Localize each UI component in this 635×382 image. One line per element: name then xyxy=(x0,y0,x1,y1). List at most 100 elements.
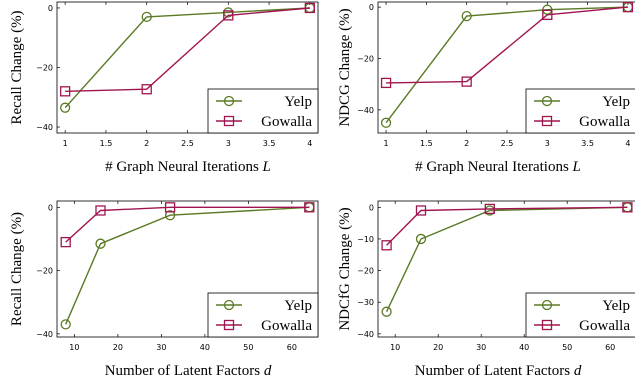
x-tick-label: 60 xyxy=(287,343,297,352)
x-tick-label: 1.5 xyxy=(420,139,433,148)
x-tick-label: 40 xyxy=(200,343,210,352)
x-tick-label: 3 xyxy=(545,139,550,148)
x-tick-label: 4 xyxy=(307,139,312,148)
y-tick-label: −40 xyxy=(357,106,374,115)
legend-marker-gowalla xyxy=(541,115,553,127)
x-axis-label: Number of Latent Factors d xyxy=(105,363,272,379)
x-tick-label: 1 xyxy=(384,139,389,148)
data-point-yelp xyxy=(381,306,392,317)
chart-c3: 10 20 30 40 50 60 0 −20 −40 Number of Latent Fact… xyxy=(9,200,319,379)
data-point-gowalla xyxy=(223,10,234,21)
series-line-gowalla xyxy=(386,6,628,84)
series-line-yelp xyxy=(65,206,310,325)
x-tick-label: 50 xyxy=(243,343,253,352)
plot-frame xyxy=(377,200,635,338)
series-line-gowalla xyxy=(65,206,310,243)
x-tick-label: 3 xyxy=(226,139,231,148)
x-tick-label: 40 xyxy=(519,343,529,352)
legend-label-yelp: Yelp xyxy=(284,298,312,314)
data-point-yelp xyxy=(164,210,176,221)
y-tick-label: −40 xyxy=(36,123,53,132)
y-tick-label: 0 xyxy=(369,3,374,12)
legend: Yelp Gowalla xyxy=(525,88,635,134)
data-point-gowalla xyxy=(622,1,634,13)
y-tick-label: −20 xyxy=(36,64,53,73)
series-line-gowalla xyxy=(65,7,310,92)
data-point-gowalla xyxy=(141,84,152,95)
data-point-gowalla xyxy=(484,203,495,215)
y-tick-label: −20 xyxy=(357,267,374,276)
y-tick-label: 0 xyxy=(369,203,374,212)
legend-marker-yelp xyxy=(223,95,235,107)
data-point-gowalla xyxy=(622,202,633,213)
x-tick-label: 2 xyxy=(144,139,149,148)
x-axis-label: Number of Latent Factors d xyxy=(415,363,582,379)
series-gowalla xyxy=(60,2,315,97)
data-point-gowalla xyxy=(60,86,71,97)
legend-marker-yelp xyxy=(223,299,235,311)
x-axis-label: # Graph Neural Iterations L xyxy=(415,159,581,175)
x-tick-label: 3.5 xyxy=(581,139,594,148)
data-point-gowalla xyxy=(461,76,472,87)
y-tick-label: −40 xyxy=(36,330,53,339)
legend: Yelp Gowalla xyxy=(207,292,319,338)
x-tick-label: 30 xyxy=(476,343,486,352)
series-gowalla xyxy=(381,202,633,251)
legend-label-gowalla: Gowalla xyxy=(261,114,312,130)
x-tick-label: 20 xyxy=(113,343,123,352)
y-tick-label: 0 xyxy=(48,203,53,212)
legend-marker-yelp xyxy=(541,299,553,311)
x-tick-label: 60 xyxy=(605,343,615,352)
y-tick-label: −10 xyxy=(357,235,374,244)
y-tick-label: −20 xyxy=(357,55,374,64)
series-line-yelp xyxy=(64,7,310,109)
legend-marker-yelp xyxy=(541,95,553,107)
y-tick-label: −20 xyxy=(36,267,53,276)
plot-frame xyxy=(56,200,319,338)
data-point-yelp xyxy=(141,11,152,23)
x-tick-label: 2 xyxy=(464,139,469,148)
x-tick-label: 1 xyxy=(63,139,68,148)
legend-label-gowalla: Gowalla xyxy=(261,318,312,334)
legend-marker-gowalla xyxy=(223,115,235,127)
legend: Yelp Gowalla xyxy=(525,292,635,338)
series-line-yelp xyxy=(385,206,628,312)
series-line-yelp xyxy=(385,6,628,124)
data-point-yelp xyxy=(461,10,472,22)
y-axis-label: NDCG Change (%) xyxy=(337,8,353,126)
series-line-gowalla xyxy=(386,206,628,246)
legend-marker-gowalla xyxy=(223,319,235,331)
x-tick-label: 2.5 xyxy=(181,139,194,148)
legend-label-gowalla: Gowalla xyxy=(579,114,630,130)
x-tick-label: 10 xyxy=(69,343,79,352)
x-tick-label: 2.5 xyxy=(501,139,514,148)
y-tick-label: 0 xyxy=(48,4,53,13)
data-point-gowalla xyxy=(380,77,392,89)
data-point-yelp xyxy=(60,102,71,113)
data-point-yelp xyxy=(380,117,392,128)
y-axis-label: Recall Change (%) xyxy=(9,10,25,124)
data-point-gowalla xyxy=(164,202,176,213)
data-point-gowalla xyxy=(95,205,106,216)
data-point-gowalla xyxy=(60,236,71,248)
legend-label-yelp: Yelp xyxy=(602,298,630,314)
y-tick-label: −40 xyxy=(357,330,374,339)
data-point-gowalla xyxy=(304,2,315,14)
x-tick-label: 1.5 xyxy=(100,139,113,148)
chart-c2: 1 1.5 2 2.5 3 3.5 4 0 −20 −40 # Graph Neural Itera… xyxy=(337,1,635,175)
x-tick-label: 30 xyxy=(156,343,166,352)
series-gowalla xyxy=(380,1,634,89)
data-point-gowalla xyxy=(381,240,392,251)
x-tick-label: 20 xyxy=(433,343,443,352)
legend-label-yelp: Yelp xyxy=(602,94,630,110)
y-tick-label: −30 xyxy=(357,298,374,307)
legend-marker-gowalla xyxy=(541,319,553,331)
chart-c1: 1 1.5 2 2.5 3 3.5 4 0 −20 −40 # Graph Neural Itera… xyxy=(9,1,319,175)
x-axis-label: # Graph Neural Iterations L xyxy=(105,159,271,175)
legend: Yelp Gowalla xyxy=(207,88,319,134)
x-tick-label: 50 xyxy=(562,343,572,352)
y-axis-label: NDCfG Change (%) xyxy=(337,207,353,330)
legend-label-yelp: Yelp xyxy=(284,94,312,110)
data-point-yelp xyxy=(415,233,427,245)
